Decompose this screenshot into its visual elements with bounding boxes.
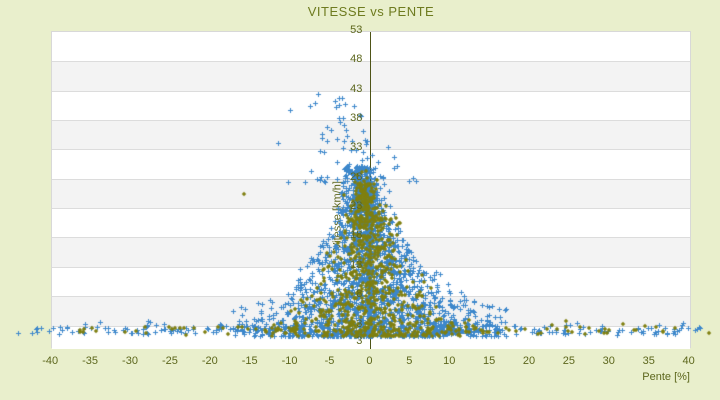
x-tick-label: 20 xyxy=(522,355,536,367)
x-tick-label: -40 xyxy=(42,355,59,367)
x-tick-label: 30 xyxy=(602,355,615,367)
x-tick-label: 5 xyxy=(406,355,413,367)
x-tick-label: 15 xyxy=(482,355,496,367)
y-tick-label: 18 xyxy=(350,229,363,242)
x-tick-label: 10 xyxy=(443,355,456,367)
y-tick-label: 3 xyxy=(356,317,363,330)
x-tick-label: -30 xyxy=(122,355,138,367)
chart-title: VITESSE vs PENTE xyxy=(307,4,435,19)
x-tick-label: -10 xyxy=(281,355,298,367)
x-tick-label: 0 xyxy=(366,355,373,367)
y-tick-label: 53 xyxy=(350,24,363,36)
y-tick-label: 43 xyxy=(350,82,363,95)
x-tick-label: -25 xyxy=(161,355,178,367)
y-axis-min-label: 3 xyxy=(356,335,363,347)
y-tick-label: 38 xyxy=(350,112,363,125)
y-tick-label: 33 xyxy=(350,141,363,154)
y-tick-label: 48 xyxy=(350,53,363,66)
x-axis-title: Pente [%] xyxy=(642,371,690,383)
y-tick-label: 8 xyxy=(356,288,363,301)
plot-area xyxy=(51,31,691,349)
y-tick-label: 28 xyxy=(350,170,363,183)
x-tick-label: 40 xyxy=(682,355,695,367)
x-tick-label: 25 xyxy=(562,355,576,367)
y-tick-label: 23 xyxy=(350,200,363,213)
x-tick-label: -35 xyxy=(82,355,99,367)
y-axis-line xyxy=(370,32,372,349)
x-tick-label: 35 xyxy=(642,355,655,367)
x-tick-label: -15 xyxy=(241,355,258,367)
x-tick-label: -5 xyxy=(324,355,335,367)
y-tick-label: 13 xyxy=(350,258,363,271)
x-tick-label: -20 xyxy=(201,355,218,367)
